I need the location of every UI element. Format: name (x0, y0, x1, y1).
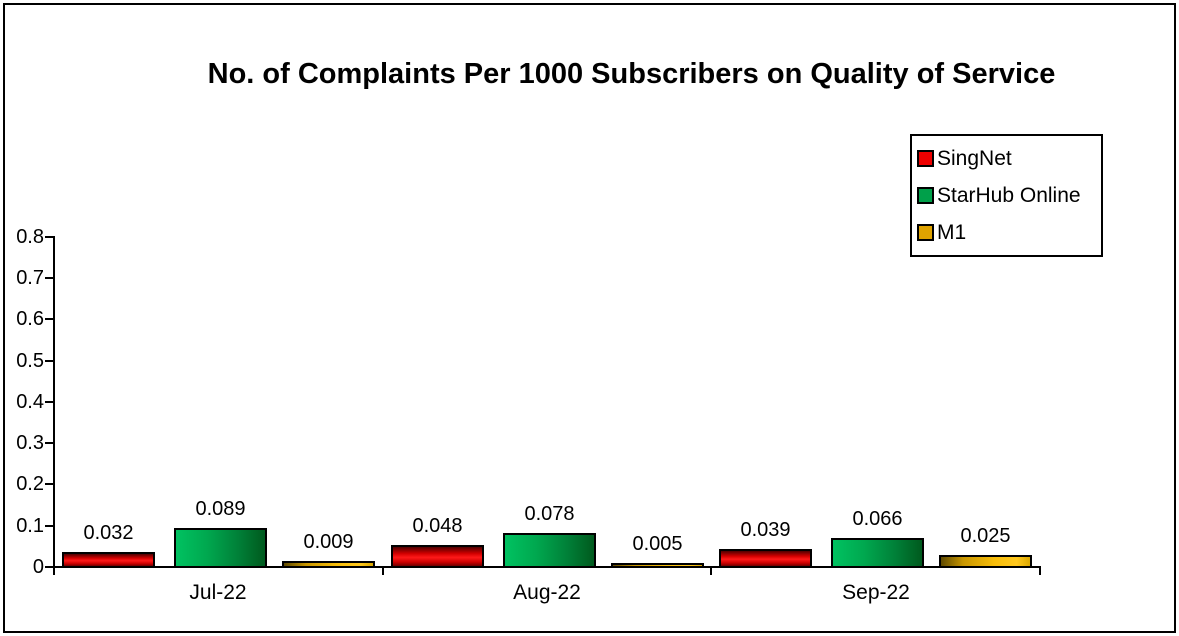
y-axis-tick (45, 401, 53, 403)
bar-m1-aug-22 (611, 563, 704, 568)
chart-outer-border (3, 3, 1176, 633)
bar-starhub-online-sep-22 (831, 538, 924, 568)
bar-m1-sep-22 (939, 555, 1032, 568)
y-axis-tick-label: 0 (32, 556, 44, 578)
bar-singnet-jul-22 (62, 552, 155, 568)
legend-swatch-icon (917, 187, 934, 204)
legend-item-m1: M1 (917, 222, 1101, 243)
y-axis-tick-label: 0.2 (16, 473, 44, 495)
legend-label: M1 (937, 221, 967, 244)
y-axis-tick-label: 0.8 (16, 226, 44, 248)
x-axis-tick (382, 566, 384, 575)
y-axis-tick-label: 0.4 (16, 391, 44, 413)
y-axis-tick (45, 566, 53, 568)
bar-starhub-online-jul-22 (174, 528, 267, 568)
y-axis-tick (45, 442, 53, 444)
y-axis-tick (45, 236, 53, 238)
bar-value-label: 0.078 (524, 503, 575, 525)
legend-item-singnet: SingNet (917, 148, 1101, 169)
y-axis-tick-label: 0.1 (16, 515, 44, 537)
legend-item-starhub-online: StarHub Online (917, 185, 1101, 206)
y-axis-tick-label: 0.5 (16, 350, 44, 372)
category-label: Sep-22 (842, 581, 910, 604)
bar-singnet-sep-22 (719, 549, 812, 568)
bar-singnet-aug-22 (391, 545, 484, 568)
y-axis-tick (45, 277, 53, 279)
bar-value-label: 0.025 (960, 525, 1011, 547)
x-axis-tick (53, 566, 55, 575)
bar-value-label: 0.089 (195, 498, 246, 520)
bar-value-label: 0.066 (852, 508, 903, 530)
bar-starhub-online-aug-22 (503, 533, 596, 568)
legend-label: StarHub Online (937, 184, 1081, 207)
category-label: Jul-22 (189, 581, 247, 604)
legend: SingNet StarHub Online M1 (910, 134, 1103, 257)
chart-title: No. of Complaints Per 1000 Subscribers o… (207, 58, 1056, 90)
bar-value-label: 0.048 (412, 515, 463, 537)
y-axis-tick (45, 525, 53, 527)
bar-value-label: 0.005 (632, 533, 683, 555)
category-label: Aug-22 (513, 581, 581, 604)
bar-value-label: 0.032 (83, 522, 134, 544)
x-axis-tick (710, 566, 712, 575)
y-axis-tick (45, 318, 53, 320)
y-axis-tick (45, 360, 53, 362)
x-axis-tick (1039, 566, 1041, 575)
legend-swatch-icon (917, 150, 934, 167)
y-axis-tick-label: 0.3 (16, 432, 44, 454)
y-axis-tick-label: 0.7 (16, 267, 44, 289)
y-axis-tick-label: 0.6 (16, 308, 44, 330)
y-axis-line (53, 236, 55, 568)
legend-label: SingNet (937, 147, 1012, 170)
y-axis-tick (45, 483, 53, 485)
bar-value-label: 0.009 (303, 531, 354, 553)
legend-swatch-icon (917, 224, 934, 241)
bar-value-label: 0.039 (740, 519, 791, 541)
bar-m1-jul-22 (282, 561, 375, 568)
